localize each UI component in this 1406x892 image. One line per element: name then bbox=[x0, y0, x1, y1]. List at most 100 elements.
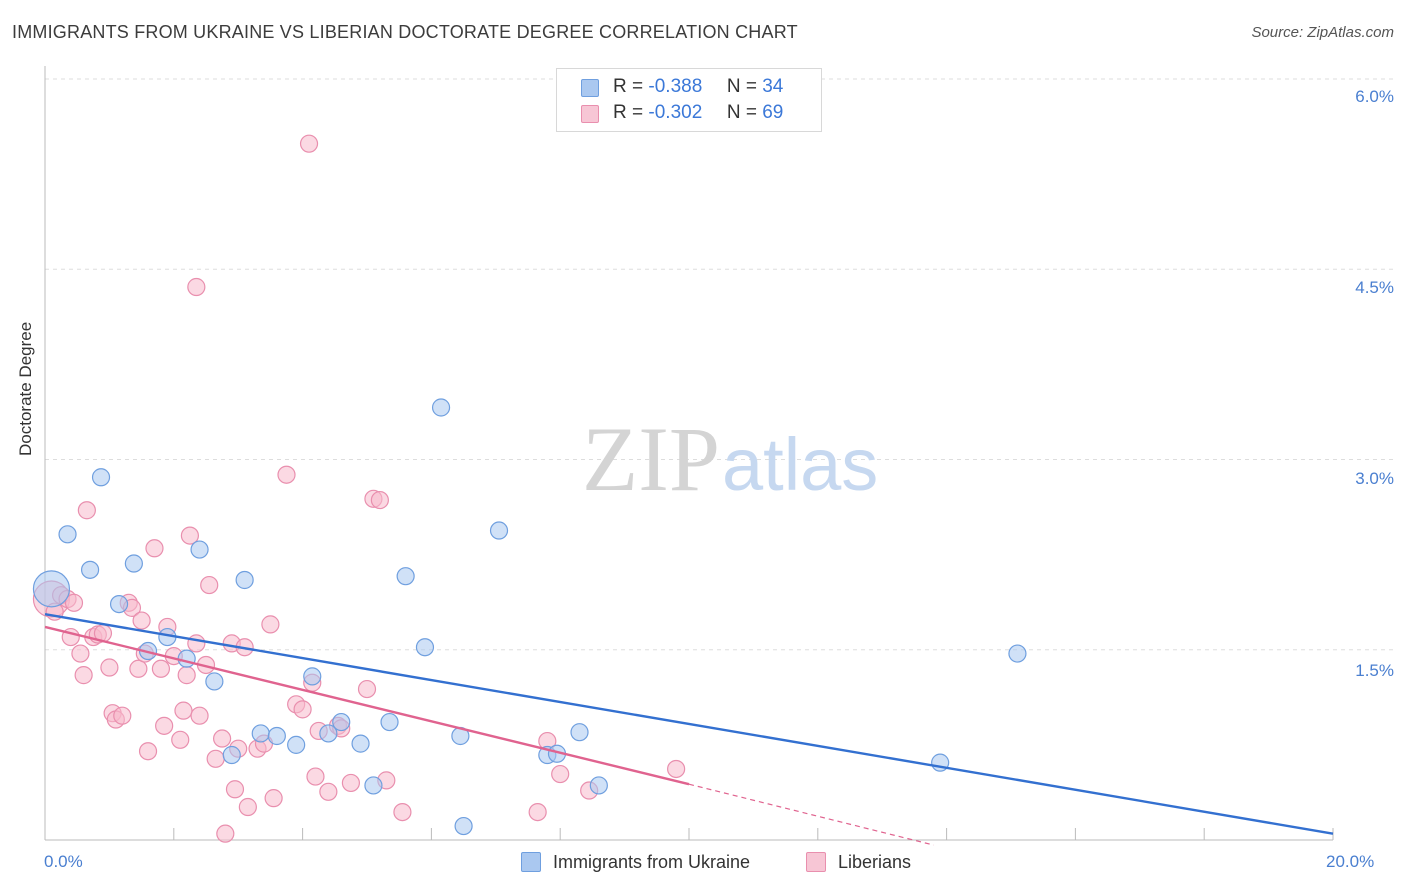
liberian-point bbox=[171, 730, 190, 749]
legend-n-value: 34 bbox=[762, 76, 784, 97]
legend-r-label: R = bbox=[613, 102, 644, 123]
ukraine-point bbox=[396, 567, 415, 586]
bottom-legend-label-liberian: Liberians bbox=[838, 852, 912, 872]
watermark-zip: ZIP bbox=[582, 408, 720, 510]
trend-lines bbox=[44, 613, 1334, 846]
ukraine-point bbox=[177, 649, 196, 668]
bottom-legend-liberian: Liberians bbox=[806, 852, 911, 873]
liberian-point bbox=[299, 134, 319, 153]
ukraine-point bbox=[589, 776, 608, 795]
ukraine-point bbox=[124, 554, 143, 573]
ukraine-point bbox=[205, 672, 224, 691]
ukraine-point bbox=[91, 468, 111, 487]
liberian-point bbox=[132, 611, 151, 630]
liberian-point bbox=[319, 782, 338, 801]
ukraine-point bbox=[109, 594, 129, 614]
watermark-atlas: atlas bbox=[722, 423, 878, 506]
liberian-point bbox=[145, 539, 164, 558]
chart-title: IMMIGRANTS FROM UKRAINE VS LIBERIAN DOCT… bbox=[12, 22, 798, 42]
ukraine-point bbox=[351, 734, 370, 753]
ukraine-point bbox=[251, 724, 270, 743]
liberian-point bbox=[306, 767, 325, 786]
bottom-legend-ukraine: Immigrants from Ukraine bbox=[521, 852, 750, 873]
ukraine-point bbox=[32, 570, 71, 608]
liberian-point bbox=[551, 764, 570, 784]
liberian-trend-line bbox=[44, 625, 690, 786]
liberian-point bbox=[113, 706, 132, 725]
ukraine-point bbox=[1008, 644, 1027, 663]
liberian-point bbox=[213, 729, 232, 748]
liberian-point bbox=[129, 659, 148, 678]
ukraine-point bbox=[332, 712, 351, 732]
liberian-point bbox=[357, 679, 377, 699]
x-tick-label: 0.0% bbox=[44, 852, 83, 871]
liberian-point bbox=[174, 701, 193, 720]
liberian-point bbox=[264, 789, 283, 808]
y-tick-label: 4.5% bbox=[1355, 278, 1394, 297]
legend-n-label: N = bbox=[726, 102, 757, 123]
bottom-legend-swatch-ukraine bbox=[521, 852, 541, 872]
liberian-point bbox=[74, 666, 93, 685]
liberian-point bbox=[206, 749, 225, 768]
ukraine-point bbox=[235, 570, 254, 590]
liberian-point bbox=[177, 666, 196, 685]
bottom-legend-swatch-liberian bbox=[806, 852, 826, 872]
ukraine-point bbox=[267, 726, 286, 746]
legend-n-label: N = bbox=[726, 76, 757, 97]
y-tick-label: 3.0% bbox=[1355, 469, 1394, 488]
ukraine-point bbox=[222, 745, 241, 765]
y-axis-label: Doctorate Degree bbox=[16, 321, 35, 456]
liberian-point bbox=[180, 526, 199, 545]
liberian-point bbox=[77, 501, 96, 520]
ukraine-point bbox=[80, 560, 100, 579]
ukraine-point bbox=[454, 816, 473, 836]
liberian-point bbox=[216, 824, 235, 843]
liberian-point bbox=[528, 802, 547, 822]
liberian-point bbox=[187, 277, 206, 297]
gridlines bbox=[45, 78, 1395, 651]
legend-r-label: R = bbox=[613, 76, 644, 97]
liberian-point bbox=[151, 659, 171, 678]
liberian-point bbox=[277, 465, 296, 484]
liberian-point bbox=[138, 742, 158, 761]
liberian-point bbox=[100, 658, 119, 677]
data-points bbox=[32, 134, 1027, 843]
legend: R = -0.388 N = 34 R = -0.302 N = 69 bbox=[556, 68, 822, 132]
legend-swatch-liberian bbox=[581, 105, 599, 123]
legend-n-value: 69 bbox=[762, 102, 784, 123]
watermark: ZIP atlas bbox=[582, 408, 878, 510]
liberian-point bbox=[200, 575, 219, 595]
ukraine-point bbox=[380, 712, 399, 732]
liberian-point bbox=[238, 797, 257, 817]
liberian-point bbox=[64, 593, 84, 612]
ukraine-point bbox=[431, 398, 451, 417]
liberian-point bbox=[261, 615, 280, 634]
legend-r-value: -0.388 bbox=[648, 76, 703, 97]
liberian-point bbox=[155, 716, 174, 735]
y-tick-label: 1.5% bbox=[1355, 661, 1394, 680]
y-tick-label: 6.0% bbox=[1355, 87, 1394, 106]
liberian-point bbox=[187, 634, 206, 653]
liberian-point bbox=[667, 759, 686, 779]
liberian-point bbox=[370, 490, 389, 510]
x-tick-label: 20.0% bbox=[1326, 852, 1375, 871]
liberian-point bbox=[225, 780, 245, 799]
liberian-point bbox=[393, 802, 412, 822]
liberian-point bbox=[293, 700, 312, 719]
liberian-point bbox=[71, 644, 90, 663]
ukraine-point bbox=[415, 638, 435, 657]
ukraine-point bbox=[303, 667, 322, 686]
source-credit: Source: ZipAtlas.com bbox=[1251, 24, 1394, 41]
ukraine-point bbox=[58, 525, 77, 544]
legend-swatch-ukraine bbox=[581, 79, 599, 97]
ukraine-trend-line bbox=[44, 613, 1334, 835]
legend-r-value: -0.302 bbox=[648, 102, 703, 123]
ukraine-point bbox=[190, 540, 209, 559]
ukraine-point bbox=[364, 776, 383, 795]
ukraine-point bbox=[287, 735, 306, 754]
liberian-trend-extension bbox=[688, 783, 934, 846]
ukraine-point bbox=[319, 724, 338, 743]
ukraine-point bbox=[489, 521, 509, 540]
axes bbox=[44, 66, 1334, 841]
